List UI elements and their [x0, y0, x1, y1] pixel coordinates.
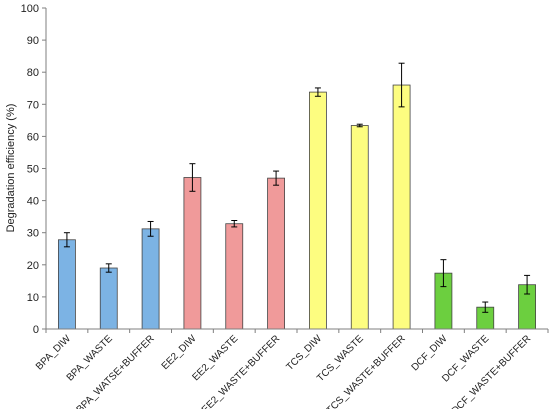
bar — [309, 91, 327, 330]
y-tick-label: 60 — [27, 131, 39, 143]
x-tick-label: EE2_WASTE+BUFFER — [200, 333, 282, 409]
bar — [225, 223, 244, 330]
error-bar — [398, 62, 405, 108]
y-tick-label: 50 — [27, 164, 39, 176]
x-tick-label: DCF_WASTE+BUFFER — [450, 333, 534, 409]
bar — [58, 239, 76, 330]
y-tick-label: 90 — [27, 35, 39, 47]
error-bar — [314, 87, 321, 97]
error-bar — [482, 301, 489, 313]
x-tick-label: TCS_DIW — [284, 333, 324, 373]
y-tick-label: 70 — [27, 99, 39, 111]
y-tick-label: 40 — [27, 196, 39, 208]
x-tick-label: EE2_DIW — [160, 333, 199, 372]
y-axis: 0 10 20 30 40 50 60 70 80 90 100 — [21, 3, 47, 336]
x-tick-label: BPA_WATSE+BUFFER — [75, 333, 157, 409]
bar — [392, 84, 411, 330]
error-bar — [189, 163, 196, 192]
error-bar — [440, 259, 447, 288]
bar — [183, 177, 202, 330]
y-tick-label: 0 — [33, 324, 39, 336]
y-tick-label: 10 — [27, 292, 39, 304]
y-tick-label: 80 — [27, 67, 39, 79]
bar — [267, 177, 285, 330]
error-bar — [147, 220, 154, 237]
error-bar — [63, 232, 70, 248]
bars — [58, 84, 536, 330]
x-tick-label: TCS_WASTE+BUFFER — [325, 333, 408, 409]
error-bar — [105, 263, 112, 273]
y-tick-label: 20 — [27, 260, 39, 272]
bar — [350, 125, 369, 330]
bar — [141, 228, 160, 330]
error-bar — [273, 170, 280, 186]
y-tick-label: 30 — [27, 228, 39, 240]
y-tick-label: 100 — [21, 3, 39, 15]
y-axis-title: Degradation efficiency (%) — [5, 104, 17, 233]
error-bar — [356, 123, 363, 128]
x-tick-label: DCF_DIW — [410, 333, 450, 373]
error-bar — [524, 274, 531, 295]
x-tick-label: BPA_DIW — [34, 333, 73, 372]
error-bar — [231, 220, 238, 228]
bar — [99, 267, 118, 330]
error-bars — [63, 62, 531, 313]
